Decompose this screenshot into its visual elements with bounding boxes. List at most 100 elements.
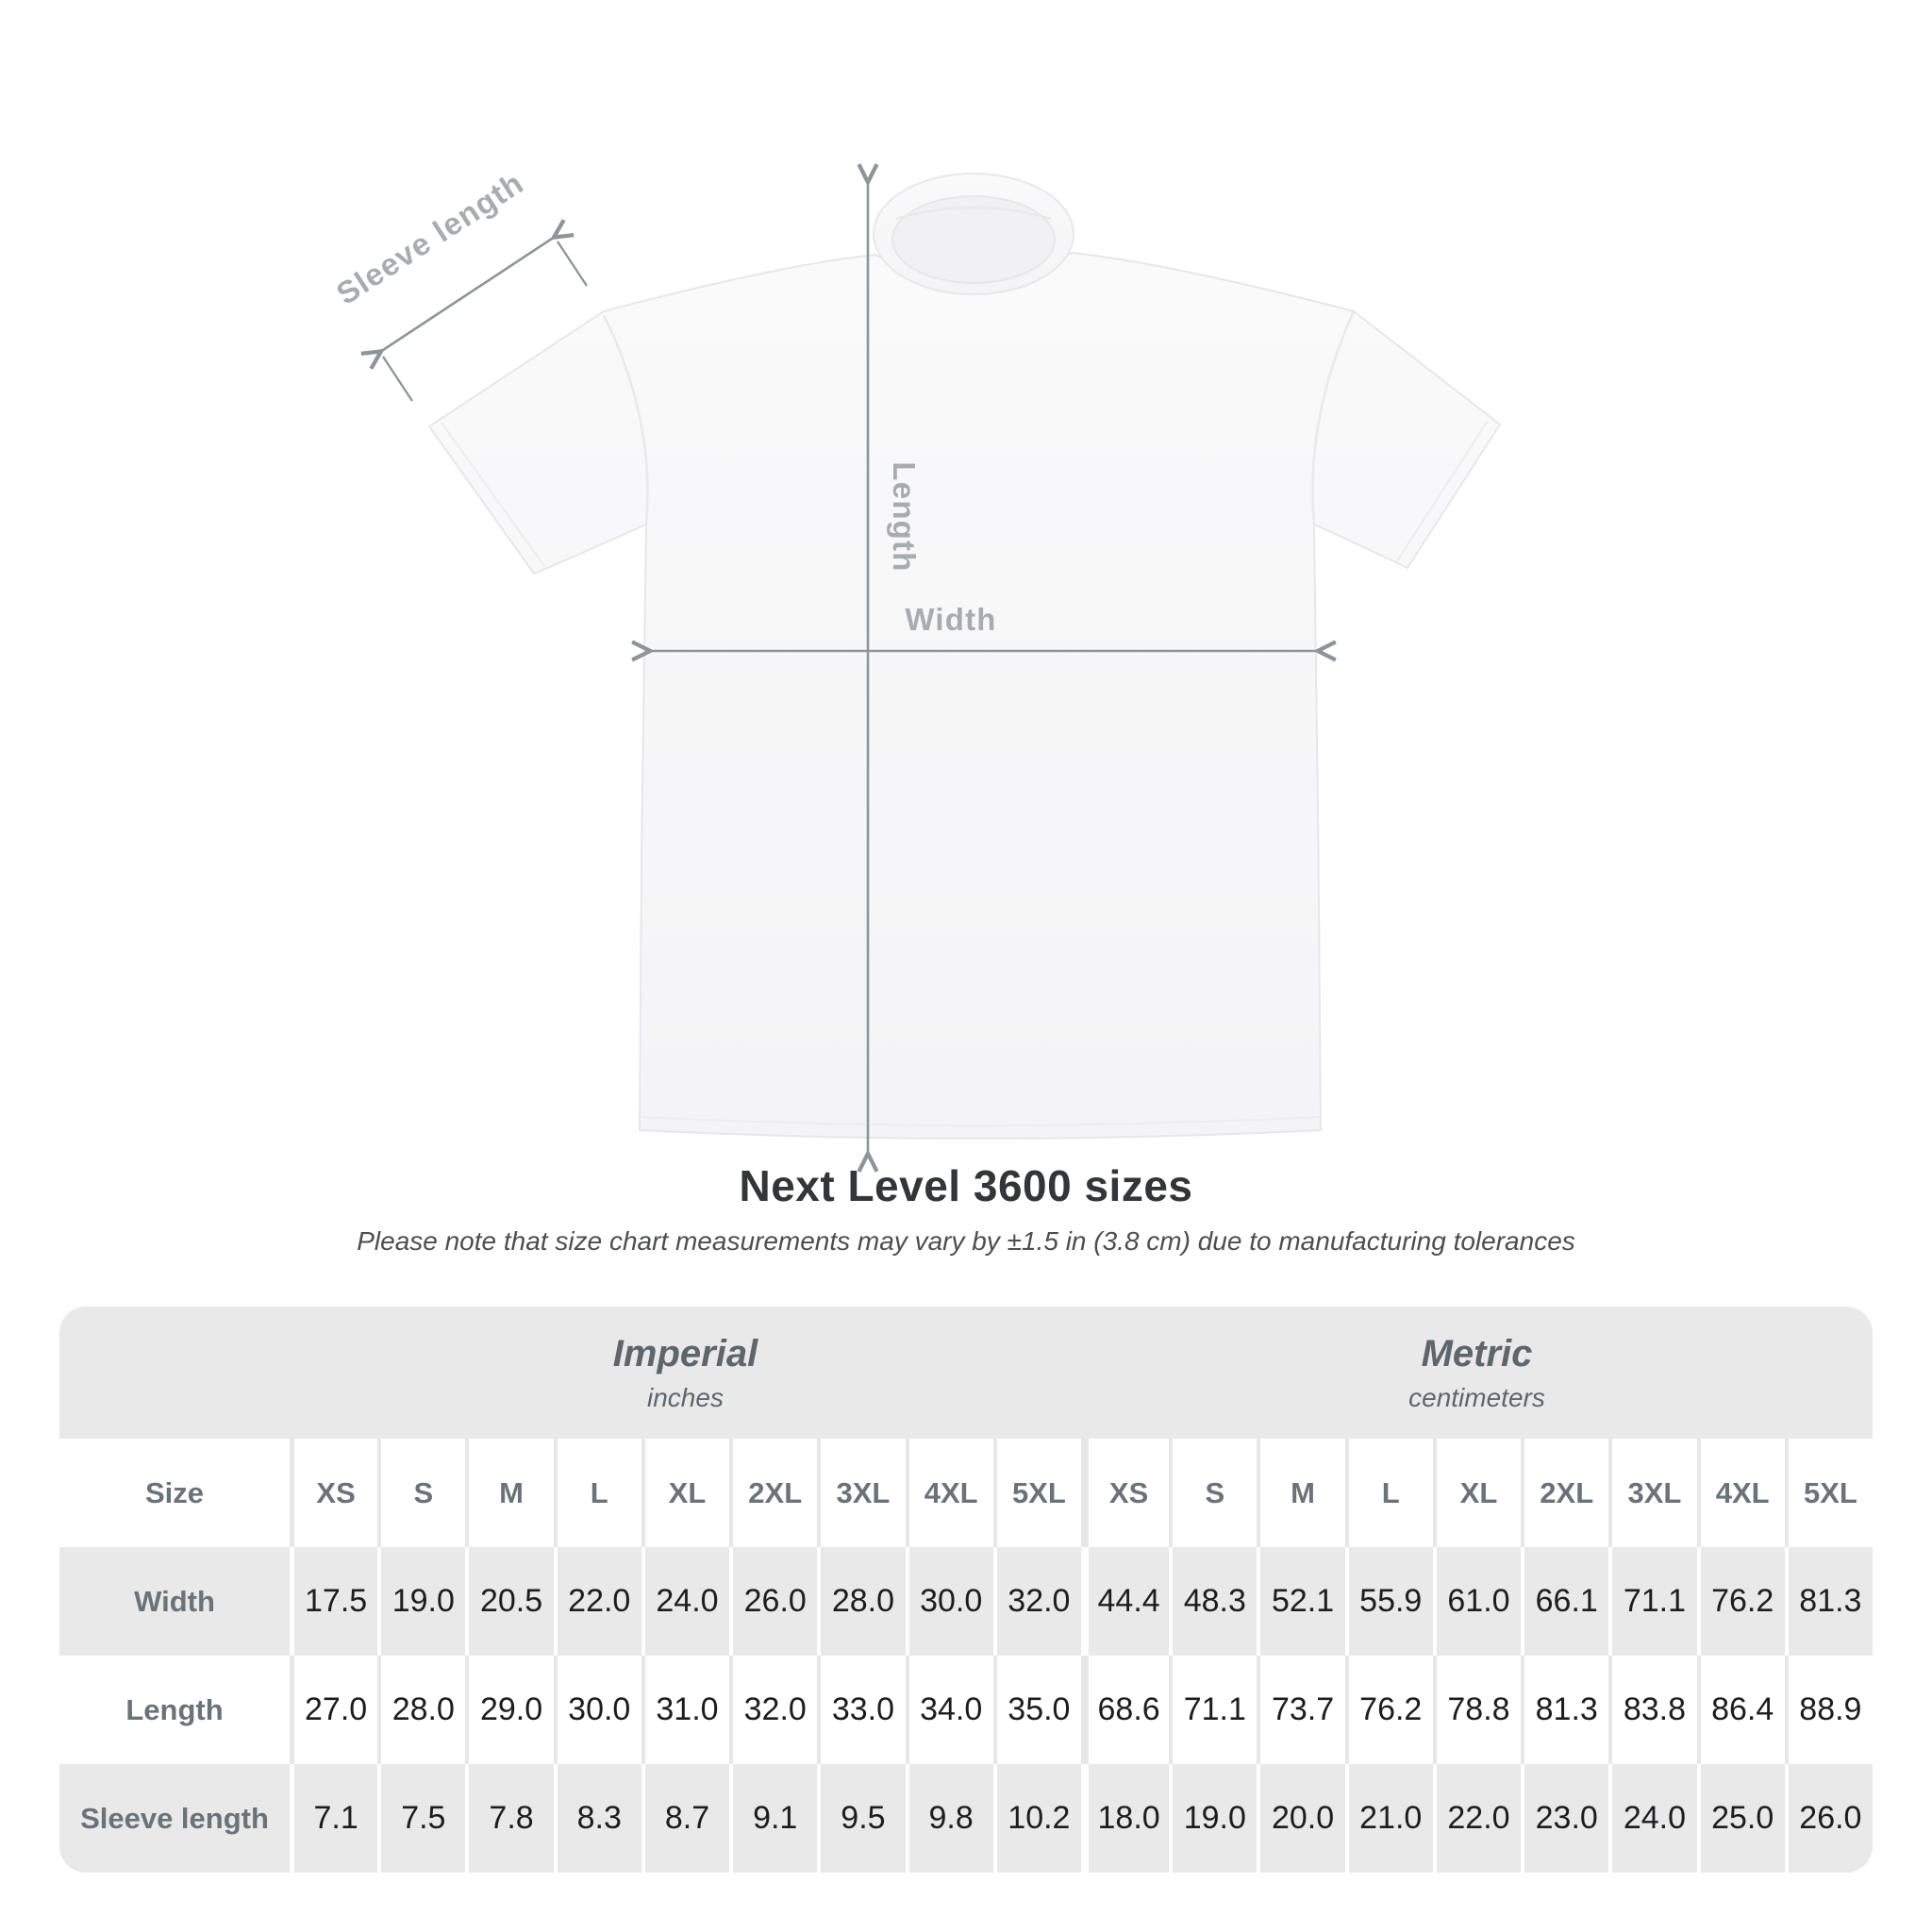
size-value-cell: 7.5 xyxy=(377,1764,466,1873)
size-value-cell: 31.0 xyxy=(641,1656,730,1764)
armhole-seam-left xyxy=(602,314,649,525)
metric-header: Metric centimeters xyxy=(1081,1307,1873,1439)
page-title: Next Level 3600 sizes xyxy=(739,1161,1193,1210)
size-value-cell: 35.0 xyxy=(992,1656,1081,1764)
size-value-cell: 8.7 xyxy=(641,1764,730,1873)
size-value-cell: 26.0 xyxy=(729,1547,818,1656)
size-value-cell: 21.0 xyxy=(1344,1764,1433,1873)
size-row-header: Size xyxy=(59,1439,290,1547)
hem-stitch xyxy=(641,1116,1320,1126)
sleeve-measure-tick-bottom xyxy=(382,356,413,402)
width-label: Width xyxy=(905,602,996,637)
sleeve-length-label: Sleeve length xyxy=(330,165,530,311)
size-value-cell: 9.1 xyxy=(729,1764,818,1873)
size-value-cell: 30.0 xyxy=(905,1547,993,1656)
size-value-cell: 48.3 xyxy=(1169,1547,1257,1656)
size-column-header: S xyxy=(377,1439,466,1547)
size-value-cell: 9.5 xyxy=(817,1764,906,1873)
size-value-cell: 17.5 xyxy=(290,1547,378,1656)
size-value-cell: 19.0 xyxy=(377,1547,466,1656)
size-value-cell: 24.0 xyxy=(1608,1764,1697,1873)
size-value-cell: 20.0 xyxy=(1257,1764,1345,1873)
metric-title: Metric xyxy=(1421,1332,1533,1374)
size-value-cell: 27.0 xyxy=(290,1656,378,1764)
metric-unit: centimeters xyxy=(1408,1382,1545,1412)
size-value-cell: 33.0 xyxy=(817,1656,906,1764)
size-value-cell: 26.0 xyxy=(1784,1764,1873,1873)
size-value-cell: 71.1 xyxy=(1608,1547,1697,1656)
size-value-cell: 66.1 xyxy=(1521,1547,1609,1656)
size-value-cell: 34.0 xyxy=(905,1656,993,1764)
size-value-cell: 29.0 xyxy=(465,1656,554,1764)
measurement-row-label: Length xyxy=(59,1656,290,1764)
cuff-stitch-left xyxy=(441,422,545,567)
length-label: Length xyxy=(887,461,922,572)
size-column-header: 2XL xyxy=(729,1439,818,1547)
size-column-header: XL xyxy=(1432,1439,1522,1547)
measurement-row-label: Width xyxy=(59,1547,290,1656)
size-value-cell: 73.7 xyxy=(1257,1656,1345,1764)
size-value-cell: 9.8 xyxy=(905,1764,993,1873)
size-value-cell: 81.3 xyxy=(1784,1547,1873,1656)
sleeve-measure-tick-top xyxy=(557,241,588,287)
size-value-cell: 52.1 xyxy=(1257,1547,1345,1656)
size-value-cell: 86.4 xyxy=(1696,1656,1785,1764)
size-column-header: S xyxy=(1169,1439,1257,1547)
imperial-unit: inches xyxy=(647,1382,724,1412)
size-value-cell: 7.8 xyxy=(465,1764,554,1873)
cuff-stitch-right xyxy=(1395,420,1489,563)
size-value-cell: 76.2 xyxy=(1344,1656,1433,1764)
size-value-cell: 28.0 xyxy=(817,1547,906,1656)
size-column-header: 4XL xyxy=(905,1439,993,1547)
size-value-cell: 23.0 xyxy=(1521,1764,1609,1873)
size-value-cell: 55.9 xyxy=(1344,1547,1433,1656)
size-value-cell: 32.0 xyxy=(992,1547,1081,1656)
tshirt-size-diagram: Sleeve length Length Width xyxy=(330,0,1502,1226)
measurement-row-label: Sleeve length xyxy=(59,1764,290,1873)
size-value-cell: 24.0 xyxy=(641,1547,730,1656)
size-value-cell: 44.4 xyxy=(1080,1547,1170,1656)
size-value-cell: 32.0 xyxy=(729,1656,818,1764)
size-value-cell: 76.2 xyxy=(1696,1547,1785,1656)
size-value-cell: 22.0 xyxy=(1432,1764,1522,1873)
size-column-header: 2XL xyxy=(1521,1439,1609,1547)
size-column-header: XS xyxy=(290,1439,378,1547)
size-value-cell: 61.0 xyxy=(1432,1547,1522,1656)
size-value-cell: 68.6 xyxy=(1080,1656,1170,1764)
collar-back-seam xyxy=(895,206,1052,221)
size-value-cell: 78.8 xyxy=(1432,1656,1522,1764)
size-table: Imperial inches Metric centimeters Size X… xyxy=(59,1307,1873,1873)
size-column-header: M xyxy=(465,1439,554,1547)
size-value-cell: 20.5 xyxy=(465,1547,554,1656)
size-column-header: 3XL xyxy=(817,1439,906,1547)
imperial-header: Imperial inches xyxy=(290,1307,1081,1439)
size-value-cell: 25.0 xyxy=(1696,1764,1785,1873)
size-column-header: 4XL xyxy=(1696,1439,1785,1547)
tshirt-graphic xyxy=(427,251,1502,1140)
size-column-header: M xyxy=(1257,1439,1345,1547)
size-value-cell: 83.8 xyxy=(1608,1656,1697,1764)
sleeve-measure-line xyxy=(380,237,555,352)
size-column-header: XS xyxy=(1080,1439,1170,1547)
size-value-cell: 7.1 xyxy=(290,1764,378,1873)
armhole-seam-right xyxy=(1311,310,1356,525)
size-value-cell: 10.2 xyxy=(992,1764,1081,1873)
size-value-cell: 88.9 xyxy=(1784,1656,1873,1764)
collar-opening xyxy=(891,195,1056,284)
size-value-cell: 81.3 xyxy=(1521,1656,1609,1764)
size-value-cell: 19.0 xyxy=(1169,1764,1257,1873)
size-column-header: XL xyxy=(641,1439,730,1547)
size-value-cell: 18.0 xyxy=(1080,1764,1170,1873)
size-value-cell: 30.0 xyxy=(553,1656,641,1764)
size-value-cell: 28.0 xyxy=(377,1656,466,1764)
size-column-header: 5XL xyxy=(1784,1439,1873,1547)
tolerance-note: Please note that size chart measurements… xyxy=(357,1226,1575,1256)
size-value-cell: 71.1 xyxy=(1169,1656,1257,1764)
size-column-header: 5XL xyxy=(992,1439,1081,1547)
size-column-header: L xyxy=(1344,1439,1433,1547)
size-column-header: L xyxy=(553,1439,641,1547)
imperial-title: Imperial xyxy=(612,1332,758,1374)
size-value-cell: 8.3 xyxy=(553,1764,641,1873)
table-header-band: Imperial inches Metric centimeters xyxy=(59,1307,1873,1439)
